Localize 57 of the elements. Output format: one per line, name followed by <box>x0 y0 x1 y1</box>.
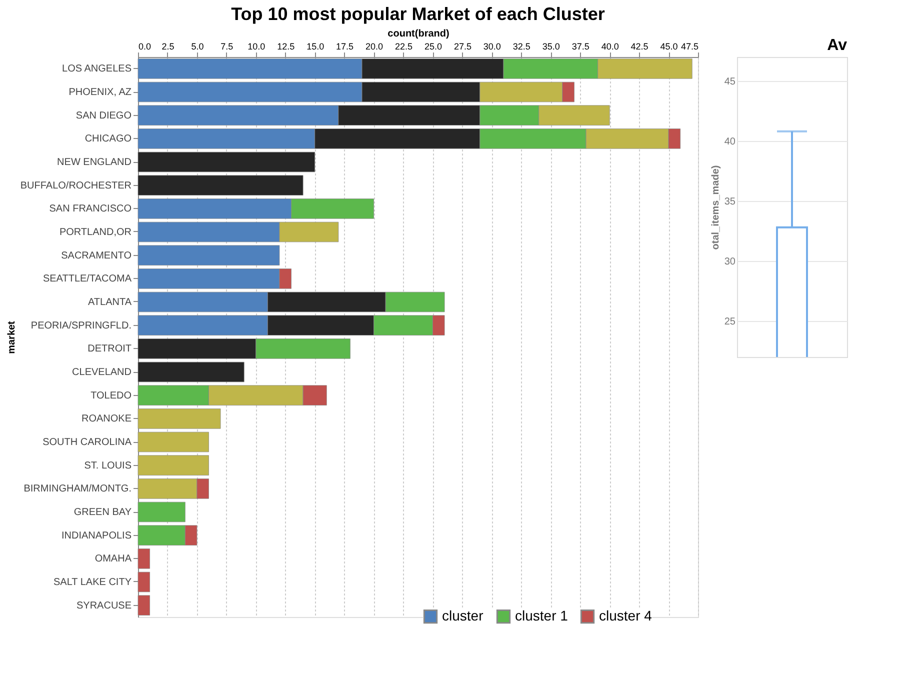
x-tick-label: 35.0 <box>542 42 560 52</box>
x-tick-label: 10.0 <box>248 42 266 52</box>
x-tick-label: 32.5 <box>512 42 530 52</box>
y-tick-label: LOS ANGELES <box>62 64 132 75</box>
x-axis-title: count(brand) <box>388 28 450 40</box>
legend-label: cluster <box>442 608 484 624</box>
y-tick-label: PEORIA/SPRINGFLD. <box>30 320 132 332</box>
legend-label: cluster 1 <box>515 608 568 624</box>
x-tick-label: 47.5 <box>680 42 698 52</box>
y-tick-label: 45 <box>724 76 736 88</box>
y-tick-label: PORTLAND,OR <box>59 227 132 238</box>
y-tick-label: OMAHA <box>94 554 132 565</box>
x-tick-label: 27.5 <box>454 42 472 52</box>
y-tick-label: CHICAGO <box>84 134 132 145</box>
y-tick-label: BIRMINGHAM/MONTG. <box>24 484 132 495</box>
x-tick-label: 22.5 <box>395 42 413 52</box>
x-tick-label: 17.5 <box>336 42 354 52</box>
y-tick-label: GREEN BAY <box>74 507 132 518</box>
legend-label: cluster 4 <box>599 608 652 624</box>
y-tick-label: SAN FRANCISCO <box>49 204 132 215</box>
x-tick-label: 7.5 <box>220 42 234 52</box>
x-tick-label: 37.5 <box>572 42 590 52</box>
y-tick-label: ST. LOUIS <box>84 460 132 472</box>
y-tick-label: BUFFALO/ROCHESTER <box>20 180 132 192</box>
y-tick-label: ROANOKE <box>81 414 132 425</box>
y-tick-label: ATLANTA <box>88 297 132 308</box>
x-tick-label: 30.0 <box>483 42 501 52</box>
x-tick-label: 15.0 <box>306 42 324 52</box>
y-tick-label: SEATTLE/TACOMA <box>42 274 132 285</box>
y-axis-title: otal_items_made) <box>710 165 722 250</box>
chart-title: Top 10 most popular Market of each Cluster <box>231 4 605 24</box>
x-tick-label: 20.0 <box>366 42 384 52</box>
y-tick-label: INDIANAPOLIS <box>61 530 132 542</box>
x-tick-label: 2.5 <box>162 42 174 52</box>
y-tick-label: 35 <box>724 196 736 208</box>
y-tick-label: SOUTH CAROLINA <box>42 437 132 448</box>
y-tick-label: TOLEDO <box>90 390 132 402</box>
x-tick-label: 45.0 <box>660 42 678 52</box>
x-tick-label: 5.0 <box>191 42 204 52</box>
y-tick-label: SACRAMENTO <box>61 250 132 262</box>
y-tick-label: SYRACUSE <box>76 600 132 612</box>
y-tick-label: PHOENIX, AZ <box>68 87 132 98</box>
y-tick-label: SAN DIEGO <box>76 110 132 122</box>
y-tick-label: 25 <box>724 316 736 328</box>
chart-title: Av <box>827 37 848 54</box>
x-tick-label: 42.5 <box>630 42 648 52</box>
y-tick-label: SALT LAKE CITY <box>54 577 132 588</box>
y-tick-label: DETROIT <box>88 344 132 355</box>
x-tick-label: 40.0 <box>601 42 619 52</box>
y-tick-label: NEW ENGLAND <box>57 157 132 168</box>
y-axis-title: market <box>6 320 18 354</box>
x-tick-label: 0.0 <box>138 42 152 52</box>
y-tick-label: CLEVELAND <box>72 367 132 378</box>
x-tick-label: 25.0 <box>424 42 442 52</box>
x-tick-label: 12.5 <box>277 42 295 52</box>
y-tick-label: 30 <box>724 256 736 268</box>
y-tick-label: 40 <box>724 136 736 148</box>
